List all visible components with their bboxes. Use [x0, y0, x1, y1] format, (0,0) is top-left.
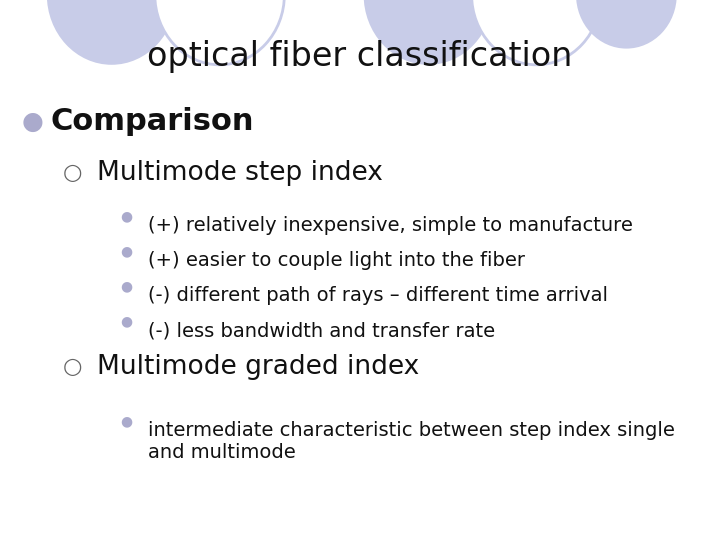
Text: Comparison: Comparison: [50, 107, 254, 136]
Ellipse shape: [576, 0, 677, 49]
Ellipse shape: [472, 0, 601, 65]
Text: Multimode graded index: Multimode graded index: [97, 354, 420, 380]
Text: ●: ●: [120, 314, 132, 328]
Ellipse shape: [155, 0, 284, 65]
Text: ●: ●: [120, 279, 132, 293]
Text: (+) relatively inexpensive, simple to manufacture: (+) relatively inexpensive, simple to ma…: [148, 216, 632, 235]
Ellipse shape: [47, 0, 176, 65]
Text: optical fiber classification: optical fiber classification: [148, 40, 572, 73]
Text: (+) easier to couple light into the fiber: (+) easier to couple light into the fibe…: [148, 251, 525, 270]
Text: Multimode step index: Multimode step index: [97, 160, 383, 186]
Ellipse shape: [364, 0, 493, 65]
Text: (-) less bandwidth and transfer rate: (-) less bandwidth and transfer rate: [148, 321, 495, 340]
Text: ●: ●: [120, 244, 132, 258]
Text: ●: ●: [22, 110, 43, 133]
Text: ○: ○: [63, 357, 81, 377]
Text: (-) different path of rays – different time arrival: (-) different path of rays – different t…: [148, 286, 608, 305]
Text: ○: ○: [63, 163, 81, 183]
Text: intermediate characteristic between step index single
and multimode: intermediate characteristic between step…: [148, 421, 675, 462]
Text: ●: ●: [120, 414, 132, 428]
Text: ●: ●: [120, 209, 132, 223]
